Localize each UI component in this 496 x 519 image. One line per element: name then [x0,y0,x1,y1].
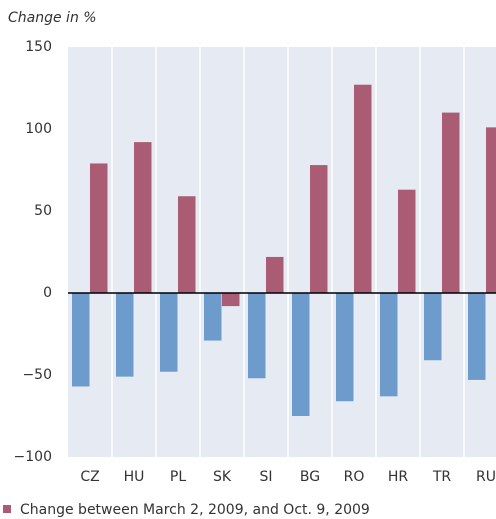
bar [116,293,134,377]
y-tick-label: 50 [34,203,52,219]
x-tick-label: RU [476,469,496,485]
bar [178,196,196,293]
bar [336,293,354,402]
bar [468,293,486,380]
bar [310,165,328,293]
bar [398,189,416,293]
legend-swatch [3,505,11,513]
x-tick-label: PL [170,469,186,485]
legend-label: Change between March 2, 2009, and Oct. 9… [20,502,370,518]
x-tick-label: SI [259,469,272,485]
x-tick-label: BG [300,469,320,485]
bar [134,142,152,293]
x-tick-label: CZ [80,469,99,485]
bar [424,293,442,361]
y-tick-label: 150 [25,39,52,55]
x-tick-label: HR [388,469,409,485]
bar [442,112,460,293]
x-tick-label: RO [344,469,365,485]
bar [160,293,178,372]
bar [204,293,222,341]
bar [72,293,90,387]
x-tick-label: TR [432,469,452,485]
y-tick-label: 0 [43,285,52,301]
bar [486,127,496,293]
y-axis-label: Change in % [8,10,97,26]
x-tick-label: SK [213,469,232,485]
plot-background [68,47,496,457]
bar [380,293,398,397]
y-tick-label: −100 [14,449,52,465]
bar [248,293,266,379]
x-tick-label: HU [124,469,145,485]
y-tick-label: 100 [25,121,52,137]
bar [90,163,108,293]
bar [222,293,240,307]
bar [292,293,310,416]
bar [266,256,284,293]
bar [354,84,372,293]
y-tick-label: −50 [22,367,52,383]
